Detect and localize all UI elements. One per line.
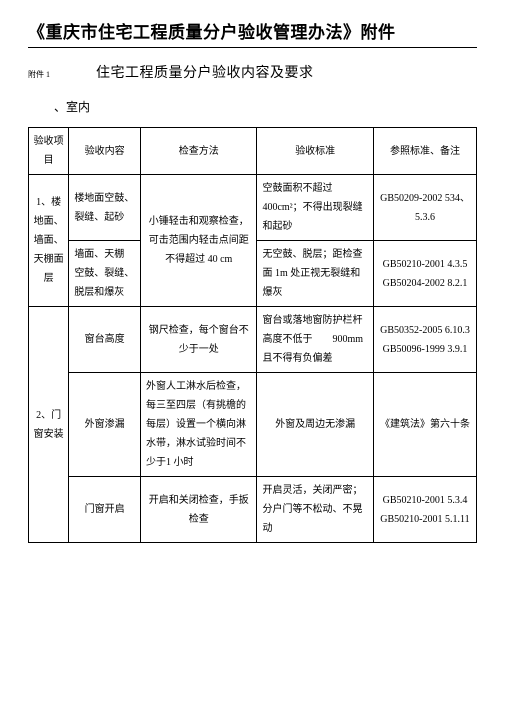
header-reference: 参照标准、备注: [373, 128, 476, 175]
subtitle-row: 附件 1 住宅工程质量分户验收内容及要求: [28, 62, 477, 82]
inspection-table: 验收项目 验收内容 检查方法 验收标准 参照标准、备注 1、楼地面、墙面、天棚面…: [28, 127, 477, 543]
attach-label: 附件 1: [28, 69, 50, 80]
header-standard: 验收标准: [257, 128, 373, 175]
subtitle: 住宅工程质量分户验收内容及要求: [96, 62, 314, 82]
section-label: 、室内: [54, 98, 477, 115]
cell-content-2a: 窗台高度: [69, 307, 141, 373]
cell-method-2b: 外窗人工淋水后检查，每三至四层（有挑檐的 每层）设置一个横向淋 水带，淋水试验时…: [140, 373, 256, 477]
main-title: 《重庆市住宅工程质量分户验收管理办法》附件: [28, 18, 477, 48]
table-row: 1、楼地面、墙面、天棚面层 楼地面空鼓、裂缝、起砂 小锤轻击和观察检查，可击范围…: [29, 175, 477, 241]
table-row: 外窗渗漏 外窗人工淋水后检查，每三至四层（有挑檐的 每层）设置一个横向淋 水带，…: [29, 373, 477, 477]
cell-content-1b: 墙面、天棚 空鼓、裂缝、脱层和爆灰: [69, 241, 141, 307]
table-row: 门窗开启 开启和关闭检查，手扳 检查 开启灵活，关闭严密；分户门等不松动、不晃动…: [29, 477, 477, 543]
cell-ref-1b: GB50210-2001 4.3.5 GB50204-2002 8.2.1: [373, 241, 476, 307]
cell-project-1: 1、楼地面、墙面、天棚面层: [29, 175, 69, 307]
cell-standard-1a: 空鼓面积不超过400cm²；不得出现裂缝和起砂: [257, 175, 373, 241]
cell-ref-1a: GB50209-2002 534、5.3.6: [373, 175, 476, 241]
table-row: 2、门窗安装 窗台高度 钢尺检查，每个窗台不少于一处 窗台或落地窗防护栏杆高度不…: [29, 307, 477, 373]
cell-ref-2c: GB50210-2001 5.3.4 GB50210-2001 5.1.11: [373, 477, 476, 543]
cell-ref-2a: GB50352-2005 6.10.3 GB50096-1999 3.9.1: [373, 307, 476, 373]
cell-method-1: 小锤轻击和观察检查，可击范围内轻击点间距不得超过 40 cm: [140, 175, 256, 307]
cell-standard-2b: 外窗及周边无渗漏: [257, 373, 373, 477]
cell-content-1a: 楼地面空鼓、裂缝、起砂: [69, 175, 141, 241]
cell-standard-2a: 窗台或落地窗防护栏杆高度不低于 900mm且不得有负偏差: [257, 307, 373, 373]
cell-content-2c: 门窗开启: [69, 477, 141, 543]
cell-project-2: 2、门窗安装: [29, 307, 69, 543]
cell-method-2c: 开启和关闭检查，手扳 检查: [140, 477, 256, 543]
cell-content-2b: 外窗渗漏: [69, 373, 141, 477]
header-project: 验收项目: [29, 128, 69, 175]
cell-standard-2c: 开启灵活，关闭严密；分户门等不松动、不晃动: [257, 477, 373, 543]
cell-method-2a: 钢尺检查，每个窗台不少于一处: [140, 307, 256, 373]
table-header-row: 验收项目 验收内容 检查方法 验收标准 参照标准、备注: [29, 128, 477, 175]
cell-ref-2b: 《建筑法》第六十条: [373, 373, 476, 477]
header-content: 验收内容: [69, 128, 141, 175]
header-method: 检查方法: [140, 128, 256, 175]
cell-standard-1b: 无空鼓、脱层；距检查面 1m 处正视无裂缝和爆灰: [257, 241, 373, 307]
